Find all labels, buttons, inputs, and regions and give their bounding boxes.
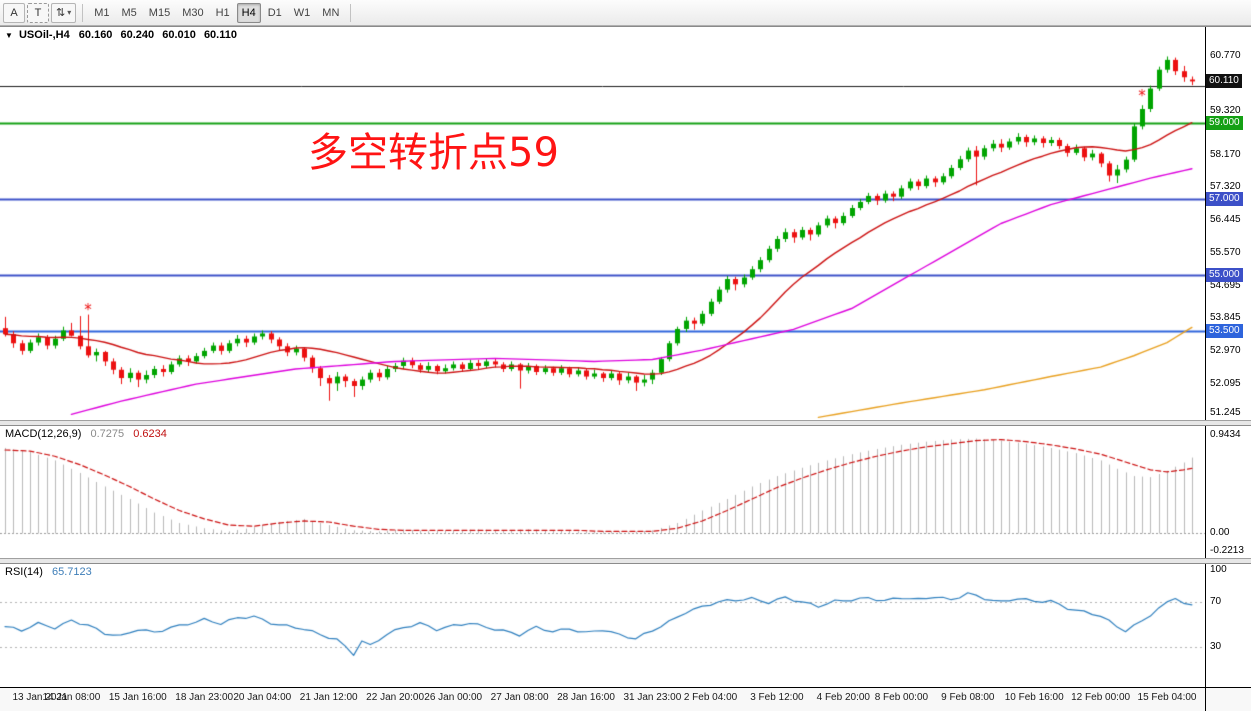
macd-main-value: 0.7275	[90, 428, 125, 440]
axis-grid-label: 58.170	[1210, 148, 1241, 160]
rsi-title: RSI(14) 65.7123	[5, 566, 92, 578]
axis-grid-label: 57.320	[1210, 180, 1241, 192]
scale-tool-dropdown-button[interactable]: ⇅ ▾	[51, 2, 77, 23]
main-plot-area[interactable]: ▼ USOil-,H4 60.160 60.240 60.010 60.110 …	[0, 27, 1206, 420]
axis-grid-label: 70	[1210, 595, 1222, 607]
rsi-panel: RSI(14) 65.7123 100 70 30	[0, 564, 1251, 687]
text-tool-label: T	[34, 6, 42, 19]
price-axis-macd[interactable]: 0.9434 0.00 -0.2213	[1206, 426, 1251, 558]
timeframe-button-m15[interactable]: M15	[144, 3, 175, 23]
axis-corner	[1206, 688, 1251, 711]
time-axis-label: 15 Jan 16:00	[108, 692, 167, 703]
scale-arrows-icon: ⇅	[56, 7, 66, 19]
time-axis-label: 21 Jan 12:00	[299, 692, 358, 703]
rsi-plot-area[interactable]: RSI(14) 65.7123	[0, 564, 1206, 687]
main-chart-panel: ▼ USOil-,H4 60.160 60.240 60.010 60.110 …	[0, 26, 1251, 420]
time-axis-label: 20 Jan 04:00	[233, 692, 292, 703]
axis-grid-label: 54.695	[1210, 280, 1241, 292]
timeframe-button-m5[interactable]: M5	[117, 3, 142, 23]
time-axis-label: 14 Jan 08:00	[42, 692, 101, 703]
chevron-down-icon: ▾	[67, 8, 72, 17]
panel-separator[interactable]	[0, 420, 1251, 426]
time-axis-row: 13 Jan 2021 14 Jan 08:00 15 Jan 16:00 18 Ja…	[0, 687, 1251, 711]
axis-grid-label: -0.2213	[1210, 545, 1244, 556]
axis-grid-label: 56.445	[1210, 213, 1241, 225]
time-axis-label: 3 Feb 12:00	[750, 692, 804, 703]
axis-grid-label: 52.970	[1210, 345, 1241, 357]
price-tag-label: 53.500	[1206, 324, 1243, 339]
chart-annotation-text: 多空转折点59	[308, 130, 559, 176]
axis-grid-label: 0.9434	[1210, 429, 1241, 441]
price-tag-label: 55.000	[1206, 267, 1243, 282]
time-axis-label: 26 Jan 00:00	[424, 692, 483, 703]
macd-chart-canvas[interactable]	[0, 426, 1205, 558]
macd-plot-area[interactable]: MACD(12,26,9) 0.7275 0.6234	[0, 426, 1206, 558]
time-axis-label: 2 Feb 04:00	[683, 692, 738, 703]
rsi-label: RSI(14)	[5, 566, 43, 578]
time-axis-label: 31 Jan 23:00	[623, 692, 682, 703]
time-axis-label: 22 Jan 20:00	[366, 692, 424, 703]
panel-separator[interactable]	[0, 558, 1251, 564]
time-axis-label: 28 Jan 16:00	[557, 692, 615, 703]
ohlc-low: 60.010	[162, 29, 196, 41]
axis-grid-label: 100	[1210, 564, 1227, 575]
time-axis-label: 27 Jan 08:00	[490, 692, 549, 703]
macd-label: MACD(12,26,9)	[5, 428, 82, 440]
price-axis-main[interactable]: 60.770 59.320 58.170 57.320 56.445 55.570 54.6…	[1206, 27, 1251, 420]
axis-grid-label: 52.095	[1210, 378, 1241, 390]
axis-grid-label: 51.245	[1210, 407, 1241, 418]
timeframe-button-h1[interactable]: H1	[211, 3, 235, 23]
font-tool-label: A	[10, 6, 18, 19]
axis-grid-label: 0.00	[1210, 527, 1230, 539]
axis-grid-label: 60.770	[1210, 50, 1241, 62]
macd-title: MACD(12,26,9) 0.7275 0.6234	[5, 428, 167, 440]
axis-grid-label: 55.570	[1210, 246, 1241, 258]
time-axis-label: 13 Jan 2021	[12, 692, 68, 703]
toolbar-separator	[82, 3, 84, 22]
chart-title: ▼ USOil-,H4 60.160 60.240 60.010 60.110	[5, 29, 237, 41]
ohlc-close: 60.110	[203, 29, 237, 41]
toolbar-separator	[350, 3, 352, 22]
price-tag-label: 57.000	[1206, 191, 1243, 206]
timeframe-button-m1[interactable]: M1	[89, 3, 114, 23]
toolbar: A T ⇅ ▾ M1 M5 M15 M30 H1 H4 D1 W1 MN	[0, 0, 1251, 26]
ohlc-high: 60.240	[120, 29, 155, 41]
font-tool-button[interactable]: A	[3, 2, 25, 23]
axis-grid-label: 53.845	[1210, 312, 1241, 324]
axis-grid-label: 30	[1210, 641, 1222, 653]
symbol-period-label: USOil-,H4	[18, 29, 70, 41]
collapse-arrow-icon[interactable]: ▼	[5, 31, 13, 40]
price-axis-rsi[interactable]: 100 70 30	[1206, 564, 1251, 687]
time-axis-label: 18 Jan 23:00	[175, 692, 234, 703]
time-axis-label: 9 Feb 08:00	[941, 692, 995, 703]
price-tag-label: 59.000	[1206, 116, 1243, 131]
main-chart-canvas[interactable]	[0, 27, 1205, 420]
time-axis-label: 10 Feb 16:00	[1004, 692, 1064, 703]
time-axis-label: 12 Feb 00:00	[1071, 692, 1131, 703]
time-axis-label: 4 Feb 20:00	[816, 692, 870, 703]
timeframe-button-d1[interactable]: D1	[263, 3, 287, 23]
timeframe-button-m30[interactable]: M30	[177, 3, 208, 23]
rsi-chart-canvas[interactable]	[0, 564, 1205, 687]
ohlc-open: 60.160	[78, 29, 113, 41]
timeframe-button-h4[interactable]: H4	[236, 2, 261, 23]
timeframe-button-mn[interactable]: MN	[317, 3, 344, 23]
axis-grid-label: 59.320	[1210, 105, 1241, 117]
text-tool-button[interactable]: T	[27, 2, 49, 23]
time-axis-label: 8 Feb 00:00	[874, 692, 929, 703]
price-tag-label: 60.110	[1206, 74, 1242, 89]
macd-panel: MACD(12,26,9) 0.7275 0.6234 0.9434 0.00 -0…	[0, 426, 1251, 558]
timeframe-button-w1[interactable]: W1	[289, 3, 316, 23]
time-axis-label: 15 Feb 04:00	[1137, 692, 1197, 703]
rsi-value: 65.7123	[51, 566, 92, 578]
macd-signal-value: 0.6234	[133, 428, 167, 440]
time-axis[interactable]: 13 Jan 2021 14 Jan 08:00 15 Jan 16:00 18 Ja…	[0, 688, 1206, 711]
